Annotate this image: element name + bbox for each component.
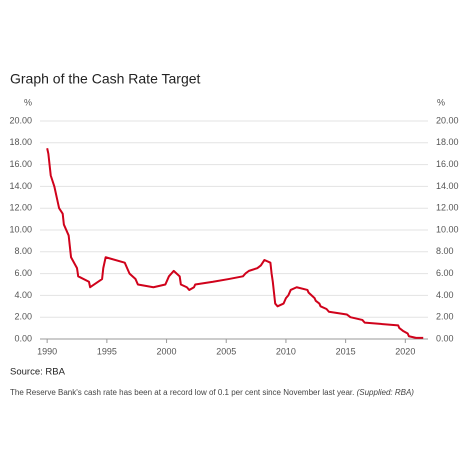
line <box>46 148 424 339</box>
y2-tick-label: 16.00 <box>436 159 459 169</box>
source: Source: RBA <box>10 367 66 378</box>
y-tick-label: 18.00 <box>9 137 32 147</box>
y2-tick-label: 2.00 <box>436 312 454 322</box>
x-tick-label: 2010 <box>276 346 296 356</box>
x-tick-label: 2000 <box>157 346 177 356</box>
caption: The Reserve Bank's cash rate has been at… <box>10 388 414 397</box>
y2-tick-label: 4.00 <box>436 290 454 300</box>
y-unit: % <box>24 97 32 107</box>
x-tick-label: 2020 <box>395 346 415 356</box>
y-tick-label: 2.00 <box>14 312 32 322</box>
y2-tick-label: 12.00 <box>436 203 459 213</box>
caption-text: The Reserve Bank's cash rate has been at… <box>10 388 354 397</box>
y2-tick-label: 0.00 <box>436 333 454 343</box>
y-tick-label: 10.00 <box>9 224 32 234</box>
y-tick-label: 14.00 <box>9 181 32 191</box>
x-tick-label: 2005 <box>216 346 236 356</box>
y-tick-label: 0.00 <box>14 333 32 343</box>
y-tick-label: 16.00 <box>9 159 32 169</box>
y2-tick-label: 18.00 <box>436 137 459 147</box>
y-tick-label: 6.00 <box>14 268 32 278</box>
chart-title: Graph of the Cash Rate Target <box>10 71 201 87</box>
y-tick-label: 20.00 <box>9 115 32 125</box>
credit: (Supplied: RBA) <box>357 388 415 397</box>
x-tick-label: 1995 <box>97 346 117 356</box>
y2-tick-label: 8.00 <box>436 246 454 256</box>
x-tick-label: 2015 <box>336 346 356 356</box>
y2-tick-label: 14.00 <box>436 181 459 191</box>
y-tick-label: 8.00 <box>14 246 32 256</box>
y2-tick-label: 20.00 <box>436 115 459 125</box>
y-tick-label: 12.00 <box>9 203 32 213</box>
y2-unit: % <box>437 97 445 107</box>
y2-tick-label: 6.00 <box>436 268 454 278</box>
y2-tick-label: 10.00 <box>436 224 459 234</box>
y-tick-label: 4.00 <box>14 290 32 300</box>
x-tick-label: 1990 <box>37 346 57 356</box>
